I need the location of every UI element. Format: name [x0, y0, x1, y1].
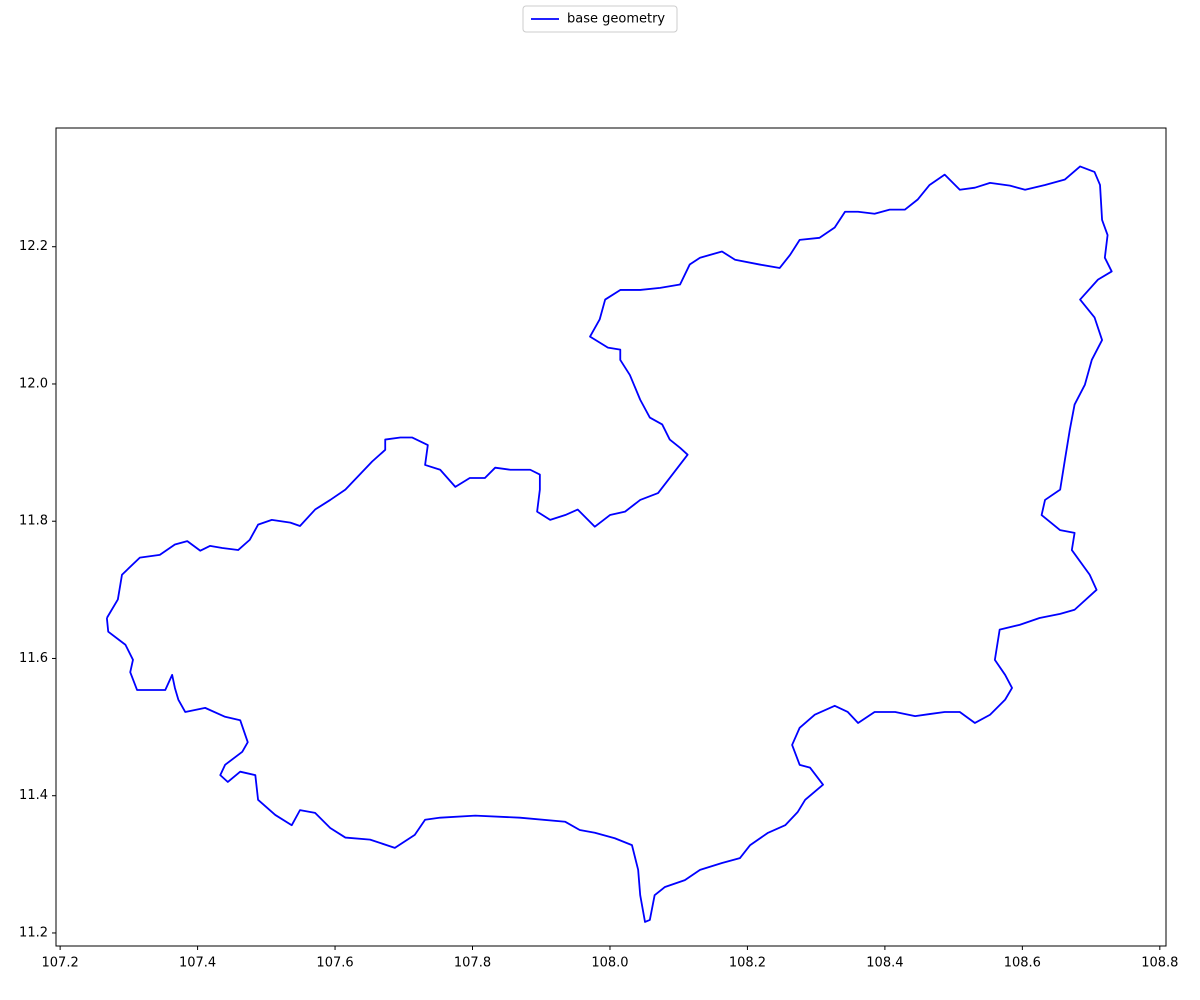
x-tick-label: 107.6	[316, 956, 353, 971]
y-tick-label: 11.6	[19, 651, 48, 666]
x-tick-label: 107.2	[42, 956, 79, 971]
y-tick-label: 12.2	[19, 239, 48, 254]
y-tick-label: 11.2	[19, 925, 48, 940]
y-tick-label: 11.8	[19, 514, 48, 529]
legend-label: base geometry	[567, 12, 665, 27]
x-tick-label: 108.4	[866, 956, 903, 971]
x-tick-label: 108.8	[1141, 956, 1178, 971]
plot-area	[55, 127, 1167, 947]
x-tick-label: 108.0	[591, 956, 628, 971]
geometry-line	[105, 165, 1113, 923]
y-tick-label: 12.0	[19, 376, 48, 391]
x-tick-label: 107.4	[179, 956, 216, 971]
legend-box	[522, 5, 678, 33]
x-tick-label: 108.2	[729, 956, 766, 971]
x-tick-label: 107.8	[454, 956, 491, 971]
y-tick-label: 11.4	[19, 788, 48, 803]
x-tick-label: 108.6	[1004, 956, 1041, 971]
